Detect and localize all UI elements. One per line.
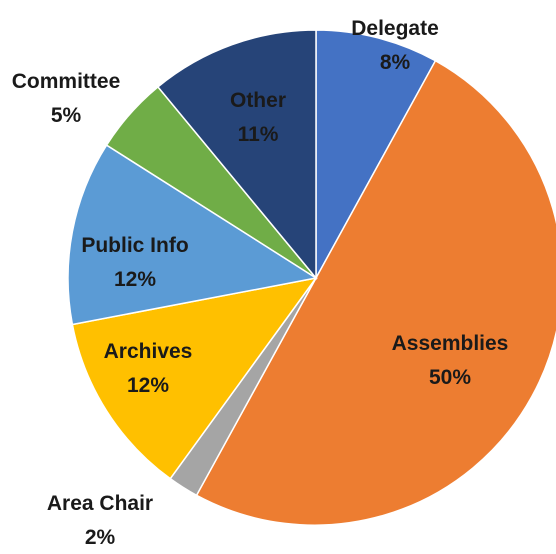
- slice-label: Delegate: [351, 17, 439, 40]
- slice-percent: 12%: [127, 374, 169, 397]
- pie-slice-other: [156, 29, 317, 281]
- slice-label: Other: [230, 89, 286, 112]
- slice-percent: 8%: [380, 51, 411, 74]
- slice-percent: 2%: [85, 526, 116, 549]
- slice-label: Archives: [104, 340, 193, 363]
- slice-percent: 5%: [51, 104, 82, 127]
- slice-percent: 12%: [114, 268, 156, 291]
- slice-label: Assemblies: [392, 332, 509, 355]
- pie-slices: [67, 29, 556, 526]
- slice-percent: 50%: [429, 366, 471, 389]
- slice-label: Committee: [12, 70, 121, 93]
- slice-label: Public Info: [81, 234, 188, 257]
- pie-slice-assemblies: [195, 59, 556, 526]
- pie-slice-delegate: [315, 29, 437, 279]
- slice-percent: 11%: [238, 123, 279, 146]
- pie-slice-archives: [71, 276, 318, 480]
- slice-label: Area Chair: [47, 492, 153, 515]
- pie-labels: Delegate 8% Assemblies 50% Area Chair 2% Archi…: [12, 17, 509, 549]
- pie-slice-public-info: [67, 144, 319, 326]
